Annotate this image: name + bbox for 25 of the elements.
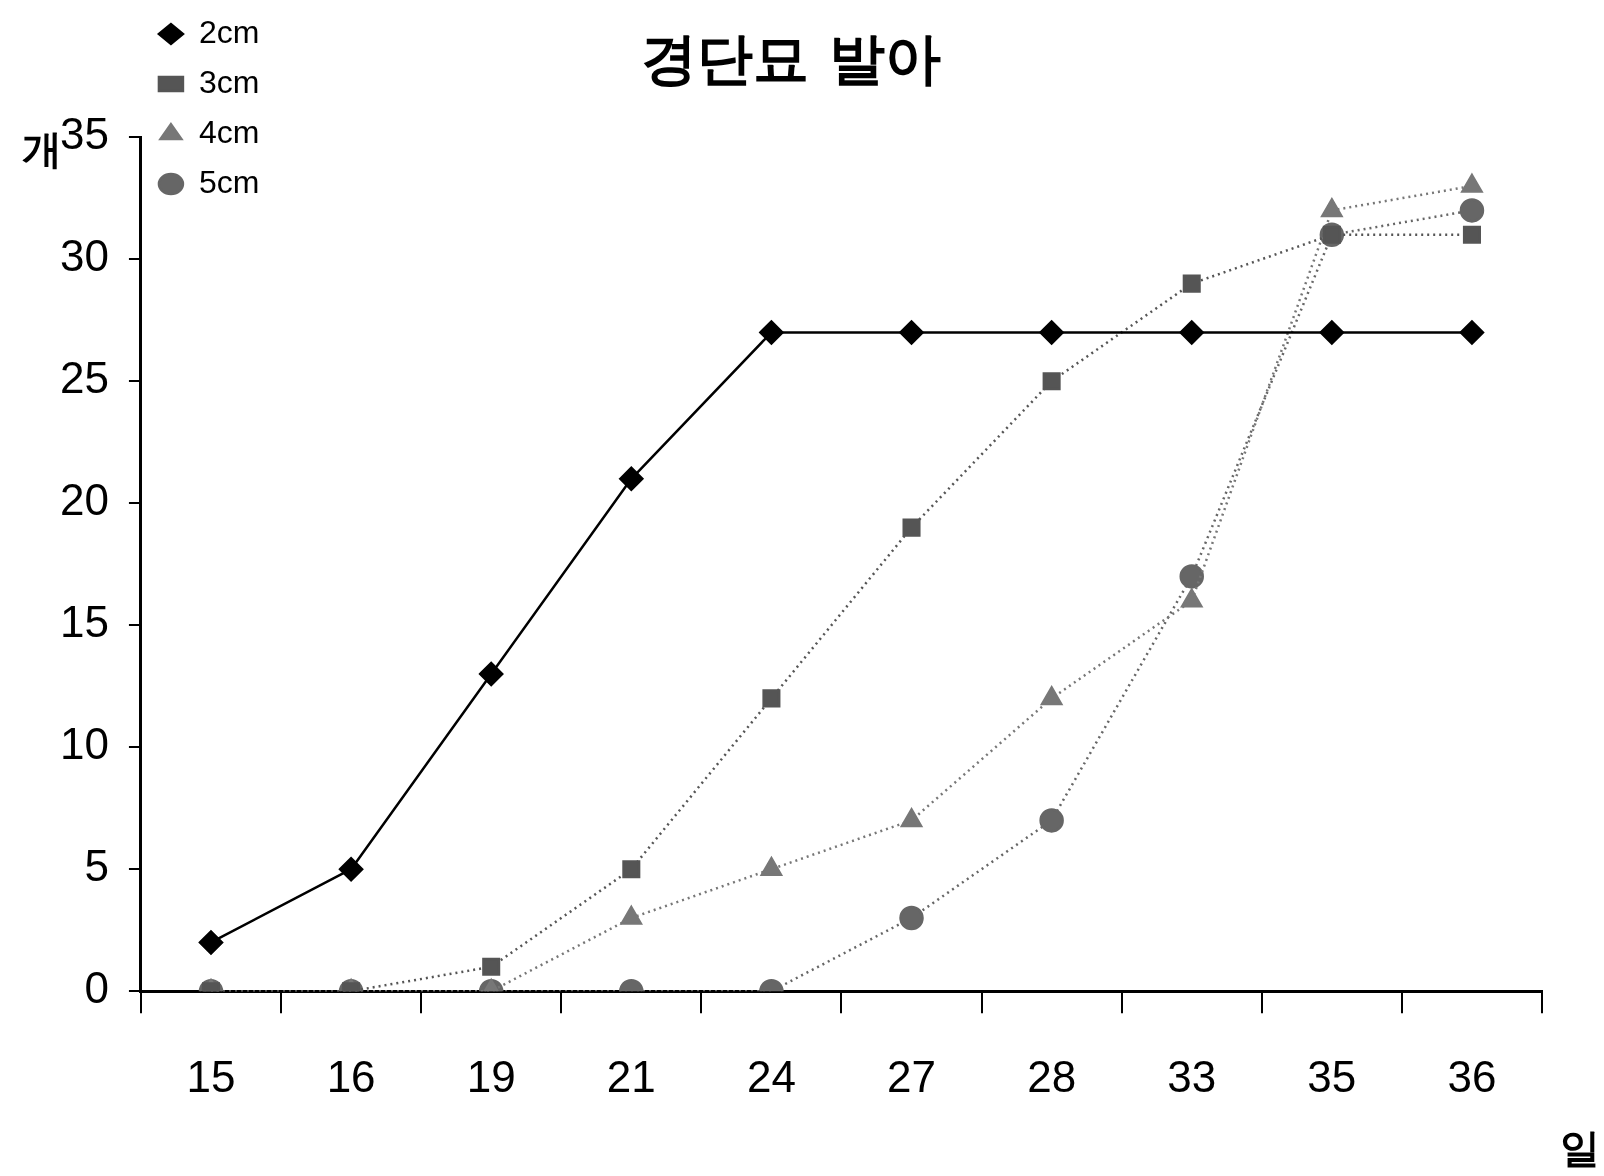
x-tick-label: 24 — [746, 1051, 796, 1101]
y-tick-label: 15 — [59, 597, 109, 647]
x-axis-title: 일 — [1560, 1125, 1600, 1172]
y-axis-title: 개 — [22, 125, 62, 172]
y-tick-label: 30 — [59, 231, 109, 281]
x-tick-label: 19 — [466, 1051, 516, 1101]
y-tick-label: 5 — [84, 841, 109, 891]
x-tick-label: 21 — [606, 1051, 656, 1101]
x-tick-label: 16 — [326, 1051, 376, 1101]
y-tick-label: 25 — [59, 353, 109, 403]
x-tick-label: 35 — [1307, 1051, 1357, 1101]
legend-label: 5cm — [198, 163, 260, 200]
legend-label: 2cm — [198, 13, 260, 50]
chart-title: 경단묘 발아 — [641, 26, 941, 92]
x-tick-label: 36 — [1447, 1051, 1497, 1101]
y-tick-label: 10 — [59, 719, 109, 769]
y-tick-label: 35 — [59, 109, 109, 159]
x-tick-label: 15 — [186, 1051, 236, 1101]
x-tick-label: 33 — [1167, 1051, 1217, 1101]
x-tick-label: 27 — [887, 1051, 936, 1101]
y-tick-label: 0 — [84, 963, 109, 1013]
legend-label: 3cm — [198, 63, 260, 100]
y-tick-label: 20 — [59, 475, 109, 525]
legend-label: 4cm — [198, 113, 260, 150]
x-tick-label: 28 — [1027, 1051, 1077, 1101]
